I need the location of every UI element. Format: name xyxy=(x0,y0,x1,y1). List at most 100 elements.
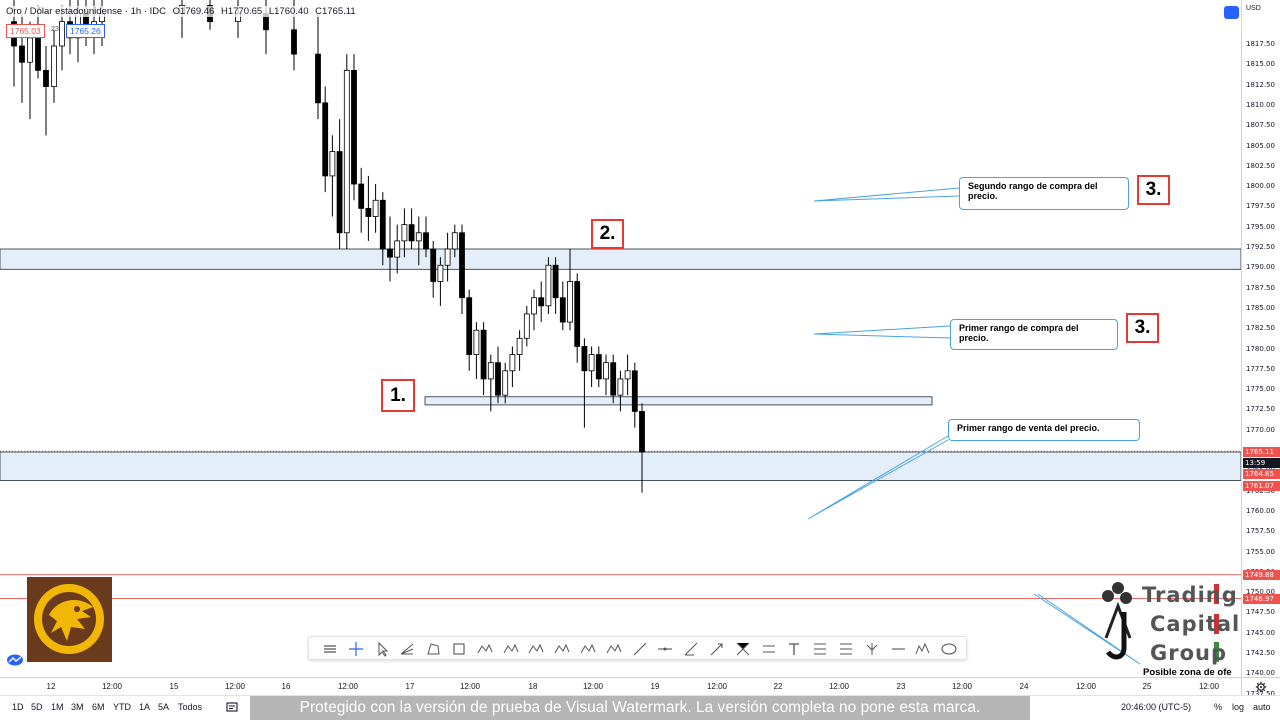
price-range-icon[interactable] xyxy=(811,640,829,658)
trend-lines-menu-icon[interactable] xyxy=(321,640,339,658)
candle-body xyxy=(430,248,437,282)
candle-body xyxy=(567,281,573,323)
logo-text-trading: Trading xyxy=(1142,583,1238,607)
range-button-1a[interactable]: 1A xyxy=(139,702,151,712)
horizontal-ray-icon[interactable] xyxy=(889,640,907,658)
horizontal-line-icon[interactable] xyxy=(656,640,674,658)
date-range-icon[interactable] xyxy=(837,640,855,658)
clock[interactable]: 20:46:00 (UTC-5) xyxy=(1121,702,1192,712)
polygon-icon[interactable] xyxy=(424,640,442,658)
range-button-6m[interactable]: 6M xyxy=(92,702,105,712)
cursor-arrow-icon[interactable] xyxy=(373,640,391,658)
time-tick-label: 19 xyxy=(650,682,660,691)
candle-body xyxy=(315,53,321,104)
callout-primer-compra[interactable]: Primer rango de compra del precio. xyxy=(950,319,1118,350)
time-tick-label: 12:00 xyxy=(828,682,850,691)
candle-body xyxy=(473,329,480,355)
pitchfork-icon[interactable] xyxy=(398,640,416,658)
label-3-lower[interactable]: 3. xyxy=(1126,313,1159,343)
chat-icon[interactable] xyxy=(1224,6,1239,19)
candle-body xyxy=(291,29,297,55)
candle-body xyxy=(574,281,581,347)
candle-body xyxy=(35,37,41,71)
text-icon[interactable] xyxy=(785,640,803,658)
price-tick-label: 1737.50 xyxy=(1246,689,1275,698)
candle-body xyxy=(581,346,588,372)
arrow-icon[interactable] xyxy=(708,640,726,658)
cypher-pattern-icon[interactable] xyxy=(553,640,571,658)
date-range-icon[interactable] xyxy=(226,701,238,713)
price-axis[interactable]: USD 1817.50 1815.00 1812.50 1810.00 1807.50 1… xyxy=(1241,0,1280,698)
elliott-icon[interactable] xyxy=(914,640,932,658)
callout-text: Segundo rango de compra del precio. xyxy=(968,181,1098,201)
label-2[interactable]: 2. xyxy=(591,219,624,249)
ray-icon[interactable] xyxy=(631,640,649,658)
candle-body xyxy=(329,151,336,177)
settings-gear-icon[interactable] xyxy=(1255,681,1267,693)
callout-leader-0 xyxy=(813,187,960,202)
ellipse-icon[interactable] xyxy=(940,640,958,658)
time-tick-label: 15 xyxy=(169,682,179,691)
price-tick-label: 1802.50 xyxy=(1246,161,1275,170)
callout-segundo-rango[interactable]: Segundo rango de compra del precio. xyxy=(959,177,1129,210)
spread-value: 23 xyxy=(51,26,59,33)
symbol-title[interactable]: Oro / Dólar estadounidense · 1h · IDC xyxy=(6,6,166,17)
trend-angle-icon[interactable] xyxy=(682,640,700,658)
tradingview-logo-icon[interactable] xyxy=(6,654,24,666)
sell-price-button[interactable]: 1765.03 xyxy=(6,24,45,38)
candle-body xyxy=(27,37,33,63)
wave-pattern-icon[interactable] xyxy=(527,640,545,658)
time-axis[interactable]: 12 12:00 15 12:00 16 12:00 17 12:00 18 12:00 19 12:… xyxy=(0,677,1241,695)
candle-body xyxy=(624,370,631,380)
price-tick-label: 1817.50 xyxy=(1246,40,1275,48)
buy-price-button[interactable]: 1765.26 xyxy=(66,24,105,38)
price-tick-label: 1740.00 xyxy=(1246,669,1275,678)
price-tick-label: 1750.00 xyxy=(1246,588,1275,597)
xabcd-pattern-icon[interactable] xyxy=(476,640,494,658)
abcd-pattern-icon[interactable] xyxy=(502,640,520,658)
range-button-todos[interactable]: Todos xyxy=(178,702,203,712)
price-tag-last: 1765.11 xyxy=(1243,447,1280,457)
label-1[interactable]: 1. xyxy=(381,379,415,412)
time-tick-label: 24 xyxy=(1019,682,1029,691)
range-button-5d[interactable]: 5D xyxy=(31,702,43,712)
eagle-logo xyxy=(27,577,112,662)
label-3-upper[interactable]: 3. xyxy=(1137,175,1170,205)
percent-scale-button[interactable]: % xyxy=(1214,702,1223,712)
head-shoulders-icon[interactable] xyxy=(579,640,597,658)
range-button-ytd[interactable]: YTD xyxy=(113,702,131,712)
symbol-legend: Oro / Dólar estadounidense · 1h · IDC O1… xyxy=(6,6,360,17)
parallel-channel-icon[interactable] xyxy=(760,640,778,658)
candle-body xyxy=(451,232,458,250)
range-button-1m[interactable]: 1M xyxy=(51,702,64,712)
candle-body xyxy=(509,354,516,372)
candle-body xyxy=(423,232,429,250)
candle-body xyxy=(336,151,343,234)
candle-body xyxy=(610,362,617,396)
axis-currency[interactable]: USD xyxy=(1246,5,1261,12)
callout-primer-venta[interactable]: Primer rango de venta del precio. xyxy=(948,419,1140,441)
candle-body xyxy=(495,362,501,396)
auto-scale-button[interactable]: auto xyxy=(1253,702,1271,712)
crosshair-icon[interactable] xyxy=(347,640,365,658)
time-tick-label: 12:00 xyxy=(337,682,359,691)
legend-low: L1760.40 xyxy=(268,6,309,17)
log-scale-button[interactable]: log xyxy=(1232,702,1245,712)
range-button-1d[interactable]: 1D xyxy=(12,702,24,712)
fork-icon[interactable] xyxy=(863,640,881,658)
drawing-toolbar xyxy=(308,636,967,660)
zone-label-oferta: Posible zona de ofe xyxy=(1143,667,1232,677)
time-tick-label: 12 xyxy=(46,682,56,691)
path-icon[interactable] xyxy=(605,640,623,658)
time-tick-label: 12:00 xyxy=(951,682,973,691)
range-button-5a[interactable]: 5A xyxy=(158,702,170,712)
candle-body xyxy=(437,264,444,282)
candlestick-chart[interactable] xyxy=(0,0,1241,677)
chart-pane[interactable]: Oro / Dólar estadounidense · 1h · IDC O1… xyxy=(0,0,1241,677)
price-tick-label: 1812.50 xyxy=(1246,80,1275,89)
network-icon[interactable] xyxy=(734,640,752,658)
candle-body xyxy=(343,69,350,234)
range-button-3m[interactable]: 3M xyxy=(71,702,84,712)
rectangle-icon[interactable] xyxy=(450,640,468,658)
candle-body xyxy=(552,264,559,299)
